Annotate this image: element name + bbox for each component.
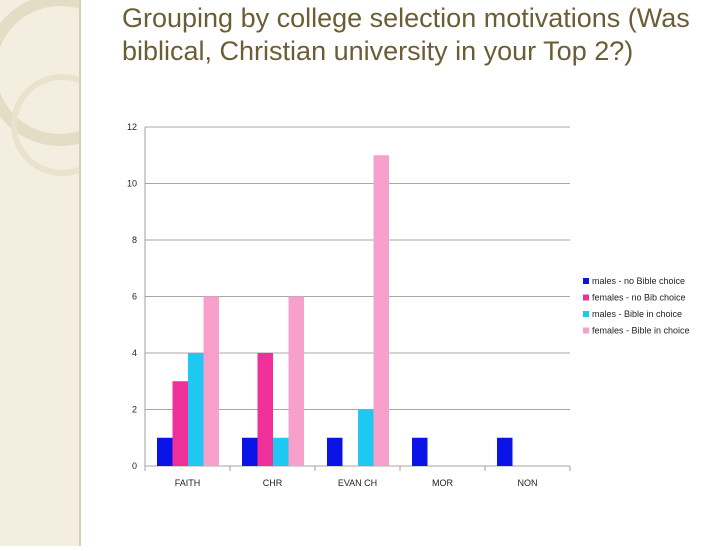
x-tick-label: MOR	[432, 478, 453, 488]
bar	[188, 353, 204, 466]
legend-label: females - no Bib choice	[592, 293, 686, 303]
y-tick-label: 4	[132, 348, 137, 358]
y-tick-label: 10	[127, 179, 137, 189]
bar	[273, 437, 289, 466]
decorative-divider	[79, 0, 81, 546]
legend-swatch	[583, 278, 589, 284]
legend-label: females - Bible in choice	[592, 326, 690, 336]
legend-swatch	[583, 294, 589, 301]
bar	[288, 296, 304, 466]
legend-label: males - no Bible choice	[592, 276, 685, 286]
y-tick-label: 2	[132, 405, 137, 415]
bar	[203, 296, 219, 466]
legend-swatch	[583, 327, 589, 334]
legend-label: males - Bible in choice	[592, 309, 682, 319]
y-tick-label: 12	[127, 122, 137, 132]
x-tick-label: EVAN CH	[338, 478, 377, 488]
legend-swatch	[583, 311, 589, 317]
bar	[358, 409, 374, 466]
bar	[373, 155, 389, 466]
bar	[497, 437, 513, 466]
x-tick-label: NON	[518, 478, 538, 488]
bar	[257, 353, 273, 466]
slide-title: Grouping by college selection motivation…	[122, 3, 690, 66]
y-tick-label: 0	[132, 461, 137, 471]
bar	[327, 437, 343, 466]
bar	[412, 437, 428, 466]
bar	[242, 437, 258, 466]
bar	[172, 381, 188, 466]
bar	[157, 437, 173, 466]
x-tick-label: FAITH	[175, 478, 201, 488]
x-tick-label: CHR	[263, 478, 283, 488]
y-tick-label: 6	[132, 292, 137, 302]
y-tick-label: 8	[132, 235, 137, 245]
